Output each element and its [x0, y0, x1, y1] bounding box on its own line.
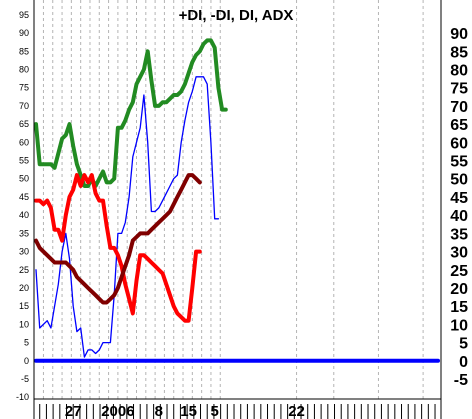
left-tick-label: 45 [19, 192, 29, 202]
series-group [34, 38, 440, 363]
left-tick-label: 90 [19, 28, 29, 38]
axis-ticks: 95908580757065605550454035302520151050-5… [16, 10, 468, 419]
left-tick-label: 60 [19, 137, 29, 147]
x-tick-label: 8 [155, 403, 163, 419]
left-tick-label: -10 [16, 392, 29, 402]
right-tick-label: 20 [450, 281, 468, 298]
plot-frame [33, 0, 442, 419]
right-tick-label: 45 [450, 190, 468, 207]
right-tick-label: 70 [450, 99, 468, 116]
right-tick-label: 40 [450, 208, 468, 225]
left-tick-label: 30 [19, 247, 29, 257]
right-tick-label: 75 [450, 81, 468, 98]
right-tick-label: 90 [450, 26, 468, 43]
left-tick-label: 0 [24, 356, 29, 366]
left-tick-label: 85 [19, 46, 29, 56]
right-tick-label: 80 [450, 63, 468, 80]
left-tick-label: 75 [19, 83, 29, 93]
x-tick-label: 22 [288, 403, 305, 419]
right-tick-label: 85 [450, 44, 468, 61]
right-tick-label: 35 [450, 226, 468, 243]
left-tick-label: -5 [21, 374, 29, 384]
right-tick-label: 5 [459, 336, 468, 353]
left-tick-label: 70 [19, 101, 29, 111]
right-tick-label: 25 [450, 263, 468, 280]
left-tick-label: 40 [19, 210, 29, 220]
series-line [34, 173, 202, 305]
x-tick-label: 27 [65, 403, 82, 419]
x-tick-label: 2006 [101, 403, 134, 419]
left-tick-label: 55 [19, 156, 29, 166]
series-line [35, 76, 220, 358]
left-tick-label: 95 [19, 10, 29, 20]
right-tick-label: 15 [450, 299, 468, 316]
right-tick-label: 50 [450, 172, 468, 189]
series-line [34, 38, 228, 188]
left-tick-label: 25 [19, 265, 29, 275]
left-tick-label: 20 [19, 283, 29, 293]
right-tick-label: 60 [450, 135, 468, 152]
chart-title: +DI, -DI, DI, ADX [179, 7, 294, 24]
right-tick-label: 10 [450, 317, 468, 334]
x-tick-label: 15 [180, 403, 197, 419]
left-tick-label: 80 [19, 65, 29, 75]
left-tick-label: 65 [19, 119, 29, 129]
left-tick-label: 10 [19, 319, 29, 329]
right-tick-label: 55 [450, 154, 468, 171]
left-tick-label: 35 [19, 228, 29, 238]
right-tick-label: 0 [459, 354, 468, 371]
left-tick-label: 15 [19, 301, 29, 311]
right-tick-label: -5 [454, 372, 468, 389]
right-tick-label: 65 [450, 117, 468, 134]
left-tick-label: 50 [19, 174, 29, 184]
left-tick-label: 5 [24, 338, 29, 348]
x-tick-label: 5 [210, 403, 218, 419]
right-tick-label: 30 [450, 245, 468, 262]
series-line [34, 173, 202, 323]
